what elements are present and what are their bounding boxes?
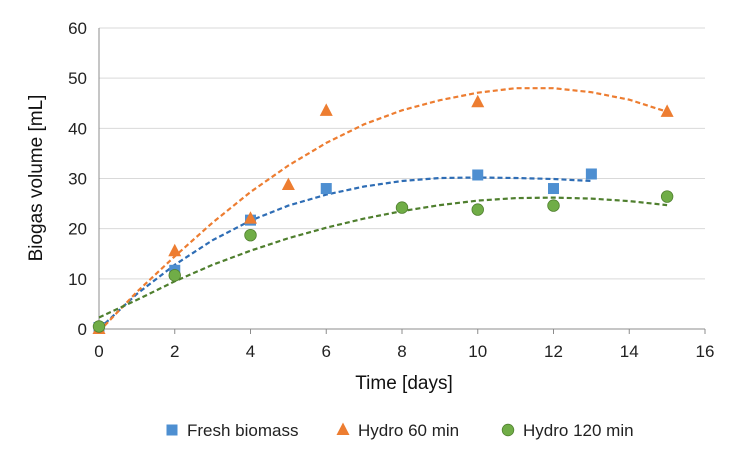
x-axis-title: Time [days] (355, 373, 453, 394)
point-hydro-60-min-2 (244, 211, 257, 224)
point-hydro-120-min-2 (244, 228, 257, 242)
data-points (92, 94, 674, 335)
x-tick-0: 0 (94, 342, 103, 361)
legend-marker-hydro-60-min (336, 422, 350, 436)
point-fresh-biomass-3 (320, 183, 332, 195)
trendlines (98, 87, 668, 333)
y-tick-20: 20 (68, 220, 87, 239)
point-hydro-120-min-3 (395, 201, 409, 214)
point-hydro-120-min-6 (660, 190, 674, 203)
point-hydro-120-min-5 (547, 199, 560, 212)
point-hydro-60-min-5 (471, 94, 485, 108)
x-tick-6: 6 (322, 342, 331, 361)
point-hydro-60-min-1 (168, 243, 182, 257)
y-axis-title: Biogas volume [mL] (26, 95, 47, 262)
point-hydro-60-min-4 (319, 103, 333, 116)
point-fresh-biomass-4 (472, 169, 484, 181)
point-hydro-120-min-0 (92, 320, 106, 333)
y-tick-10: 10 (68, 270, 87, 289)
x-tick-2: 2 (170, 342, 179, 361)
point-hydro-60-min-3 (281, 177, 295, 191)
x-tick-8: 8 (397, 342, 406, 361)
legend-label-hydro-60-min: Hydro 60 min (358, 421, 459, 440)
axes (98, 28, 706, 334)
y-tick-60: 60 (68, 19, 87, 38)
legend-label-hydro-120-min: Hydro 120 min (523, 421, 634, 440)
y-tick-40: 40 (68, 119, 87, 138)
point-hydro-120-min-1 (168, 269, 181, 282)
legend-marker-hydro-120-min (501, 423, 515, 437)
point-fresh-biomass-6 (585, 168, 597, 180)
x-tick-16: 16 (696, 342, 715, 361)
y-tick-labels: 0 10 20 30 40 50 60 (68, 19, 87, 339)
point-fresh-biomass-5 (548, 183, 559, 195)
y-tick-0: 0 (78, 320, 87, 339)
y-tick-50: 50 (68, 69, 87, 88)
grid-lines (99, 27, 705, 280)
x-tick-12: 12 (544, 342, 563, 361)
point-hydro-60-min-6 (660, 104, 674, 117)
x-tick-14: 14 (620, 342, 639, 361)
y-tick-30: 30 (68, 170, 87, 189)
point-hydro-120-min-4 (471, 203, 484, 216)
legend: Fresh biomass Hydro 60 min Hydro 120 min (166, 421, 634, 440)
x-tick-labels: 0 2 4 6 8 10 12 14 16 (94, 342, 714, 361)
legend-label-fresh-biomass: Fresh biomass (187, 421, 298, 440)
trendline-hydro-120-min (98, 196, 668, 319)
legend-marker-fresh-biomass (166, 424, 178, 436)
x-tick-10: 10 (468, 342, 487, 361)
trendline-hydro-60-min (98, 87, 668, 333)
trendline-fresh-biomass (98, 176, 592, 330)
x-tick-4: 4 (246, 342, 255, 361)
